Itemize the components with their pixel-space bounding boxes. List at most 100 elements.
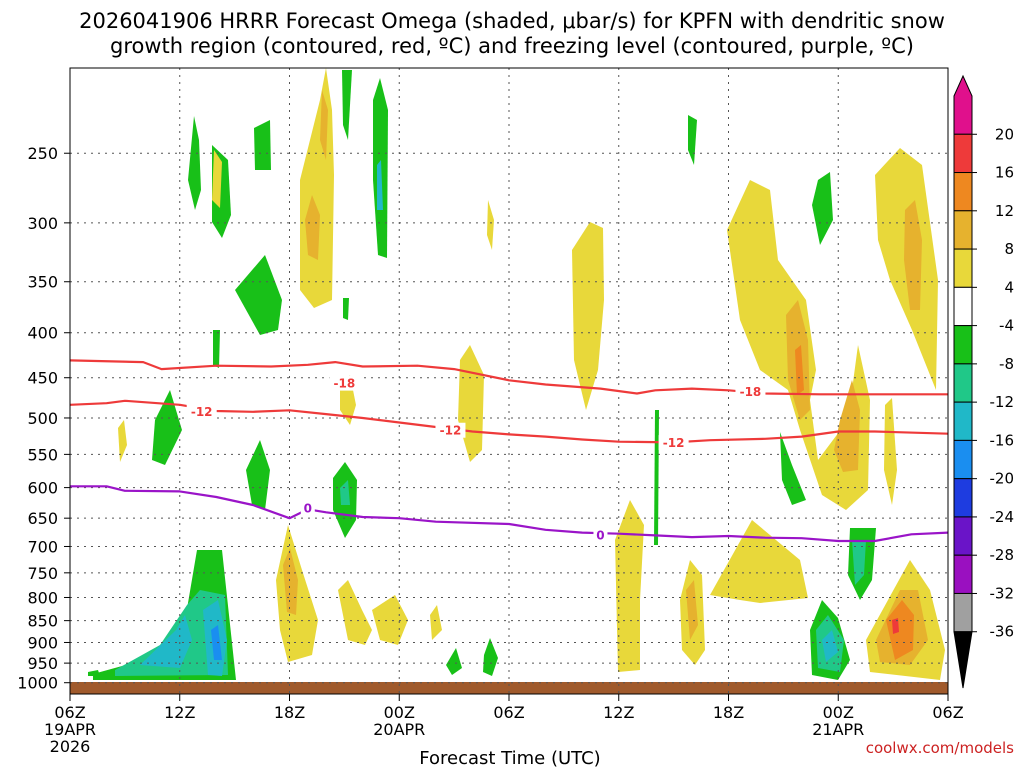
colorbar-label: -20 — [990, 470, 1015, 488]
omega-region — [615, 500, 644, 672]
x-tick-label: 06Z — [54, 703, 85, 722]
colorbar-label: 4 — [1004, 278, 1014, 296]
omega-region — [852, 540, 866, 585]
omega-region — [305, 195, 320, 260]
colorbar-swatch — [953, 74, 973, 135]
contour-label: 0 — [596, 528, 604, 542]
x-tick-label: 12Z — [603, 703, 634, 722]
colorbar-swatch — [953, 325, 973, 365]
colorbar-label: 12 — [995, 202, 1014, 220]
y-tick-label: 250 — [27, 144, 58, 163]
colorbar-label: -28 — [990, 546, 1015, 564]
omega-region — [812, 172, 833, 245]
x-tick-label: 00Z — [384, 703, 415, 722]
y-tick-label: 550 — [27, 445, 58, 464]
omega-region — [458, 345, 484, 462]
y-tick-label: 300 — [27, 214, 58, 233]
y-tick-label: 400 — [27, 324, 58, 343]
y-tick-label: 900 — [27, 633, 58, 652]
omega-region — [340, 480, 350, 505]
colorbar-swatch — [953, 210, 973, 250]
omega-region — [188, 116, 201, 210]
omega-region — [212, 150, 222, 208]
y-axis: 250 300 350 400 450 500 550 600 650 700 750 800 850 9… — [17, 144, 70, 693]
contour-label: -12 — [663, 436, 685, 450]
omega-region — [88, 670, 100, 676]
omega-region — [483, 638, 498, 676]
colorbar-label: 20 — [995, 125, 1014, 143]
contour-label: -12 — [440, 424, 462, 438]
omega-region — [235, 255, 282, 335]
colorbar-swatch — [953, 363, 973, 403]
y-tick-label: 350 — [27, 273, 58, 292]
omega-region — [654, 410, 659, 545]
omega-region — [886, 600, 914, 660]
colorbar-swatch — [953, 478, 973, 518]
omega-region — [343, 298, 349, 320]
x-tick-label: 06Z — [932, 703, 963, 722]
temperature-contours: -18 -18 -12 -12 -12 0 0 — [69, 359, 949, 543]
omega-region — [320, 90, 328, 160]
omega-region — [115, 590, 228, 676]
colorbar-swatch — [953, 631, 973, 689]
y-tick-label: 750 — [27, 564, 58, 583]
credit-text: coolwx.com/models — [866, 739, 1014, 757]
y-tick-label: 450 — [27, 369, 58, 388]
colorbar-swatch — [953, 439, 973, 480]
x-tick-label: 06Z — [493, 703, 524, 722]
omega-region — [338, 580, 372, 645]
contour-label-background — [435, 422, 466, 438]
colorbar: 20 16 12 8 4 -4 -8 -12 -16 -20 -24 -28 -32 -36 — [953, 74, 1015, 689]
chart-title-line1: 2026041906 HRRR Forecast Omega (shaded, … — [79, 9, 945, 33]
contour-label: -18 — [740, 385, 762, 399]
contour-label-background — [186, 403, 217, 419]
colorbar-swatch — [953, 401, 973, 441]
omega-region — [211, 625, 222, 660]
y-tick-label: 850 — [27, 612, 58, 631]
contour-label: 0 — [304, 502, 312, 516]
x-axis-title: Forecast Time (UTC) — [419, 748, 600, 768]
y-tick-label: 500 — [27, 409, 58, 428]
omega-region — [904, 200, 922, 310]
contour-label-background — [593, 527, 608, 543]
omega-region — [254, 120, 271, 170]
omega-region — [300, 68, 334, 308]
contour-label-background — [300, 500, 315, 516]
omega-region — [430, 605, 442, 640]
chart-title-line2: growth region (contoured, red, ºC) and f… — [110, 34, 914, 58]
y-tick-label: 600 — [27, 479, 58, 498]
contour-label: -12 — [191, 405, 213, 419]
omega-region — [283, 548, 298, 615]
omega-region — [152, 390, 182, 465]
omega-region — [213, 330, 220, 368]
x-tick-label: 00Z — [823, 703, 854, 722]
omega-shaded-field — [88, 68, 945, 680]
omega-region — [140, 615, 192, 668]
colorbar-label: -32 — [990, 584, 1015, 602]
colorbar-label: 16 — [995, 164, 1014, 182]
colorbar-label: -24 — [990, 508, 1015, 526]
y-tick-label: 1000 — [17, 674, 58, 693]
y-tick-label: 950 — [27, 654, 58, 673]
omega-region — [834, 380, 860, 472]
contour-label: -18 — [334, 377, 356, 391]
omega-region — [892, 618, 899, 634]
colorbar-label: -4 — [999, 317, 1014, 335]
omega-region — [688, 115, 697, 165]
x-tick-label: 21APR — [812, 720, 864, 739]
y-tick-label: 800 — [27, 588, 58, 607]
omega-region — [118, 420, 127, 462]
colorbar-swatch — [953, 554, 973, 594]
contour-line-0 — [70, 485, 949, 543]
contour-label-background — [735, 383, 766, 399]
omega-region — [487, 200, 494, 250]
colorbar-swatch — [953, 172, 973, 212]
colorbar-swatch — [953, 286, 973, 327]
x-tick-label: 18Z — [713, 703, 744, 722]
x-tick-label: 20APR — [373, 720, 425, 739]
omega-region — [822, 630, 838, 662]
x-tick-label: 19APR — [44, 720, 96, 739]
omega-region — [342, 70, 352, 140]
colorbar-swatch — [953, 516, 973, 556]
x-tick-label: 12Z — [164, 703, 195, 722]
